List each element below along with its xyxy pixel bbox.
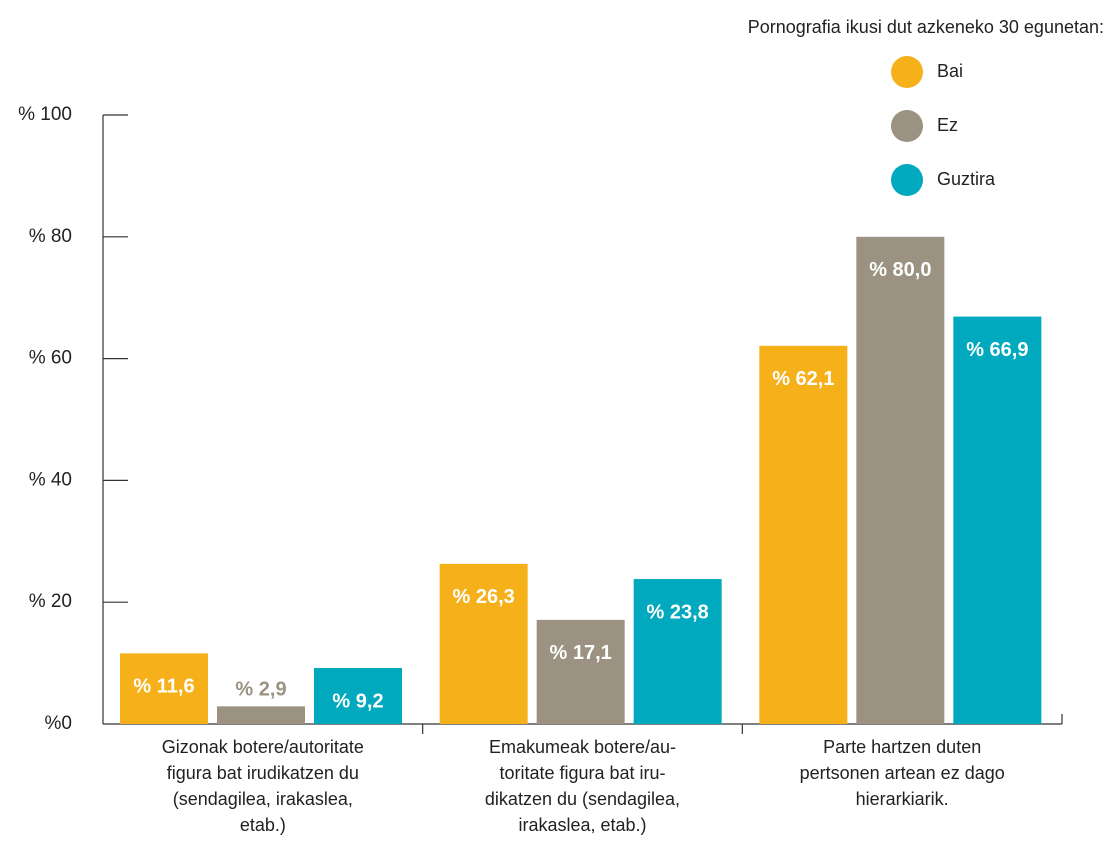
- y-tick-label: % 100: [18, 104, 72, 125]
- y-tick-label: % 40: [29, 469, 72, 490]
- bar: [120, 653, 208, 724]
- bar: [953, 316, 1042, 724]
- bar: [314, 667, 402, 724]
- value-label: % 11,6: [133, 676, 194, 698]
- y-tick-label: %0: [45, 713, 72, 734]
- bar: [633, 579, 722, 724]
- bar: [439, 563, 528, 724]
- x-tick-label: Gizonak botere/autoritate figura bat irud…: [162, 737, 364, 835]
- value-label: % 62,1: [772, 368, 834, 390]
- value-label: % 66,9: [966, 339, 1028, 361]
- value-label: % 23,8: [647, 601, 709, 623]
- legend-swatch: [891, 164, 923, 196]
- value-label: % 26,3: [453, 586, 515, 608]
- value-label: % 9,2: [332, 690, 383, 712]
- value-label: % 80,0: [869, 259, 931, 281]
- x-tick-label: Emakumeak botere/au-toritate figura bat …: [485, 737, 680, 835]
- x-tick-label: Parte hartzen duten pertsonen artean ez d…: [800, 737, 1005, 809]
- legend-title: Pornografia ikusi dut azkeneko 30 egunet…: [748, 17, 1104, 37]
- legend-swatch: [891, 56, 923, 88]
- y-tick-label: % 80: [29, 226, 72, 247]
- legend-label: Bai: [937, 61, 963, 81]
- bar: [217, 706, 305, 724]
- y-tick-label: % 20: [29, 591, 72, 612]
- bar: [856, 236, 945, 725]
- y-tick-label: % 60: [29, 348, 72, 369]
- legend-label: Guztira: [937, 169, 996, 189]
- value-label: % 17,1: [550, 642, 612, 664]
- legend-swatch: [891, 110, 923, 142]
- bar: [759, 345, 848, 724]
- value-label: % 2,9: [235, 679, 286, 701]
- legend-label: Ez: [937, 115, 958, 135]
- bar: [536, 619, 625, 724]
